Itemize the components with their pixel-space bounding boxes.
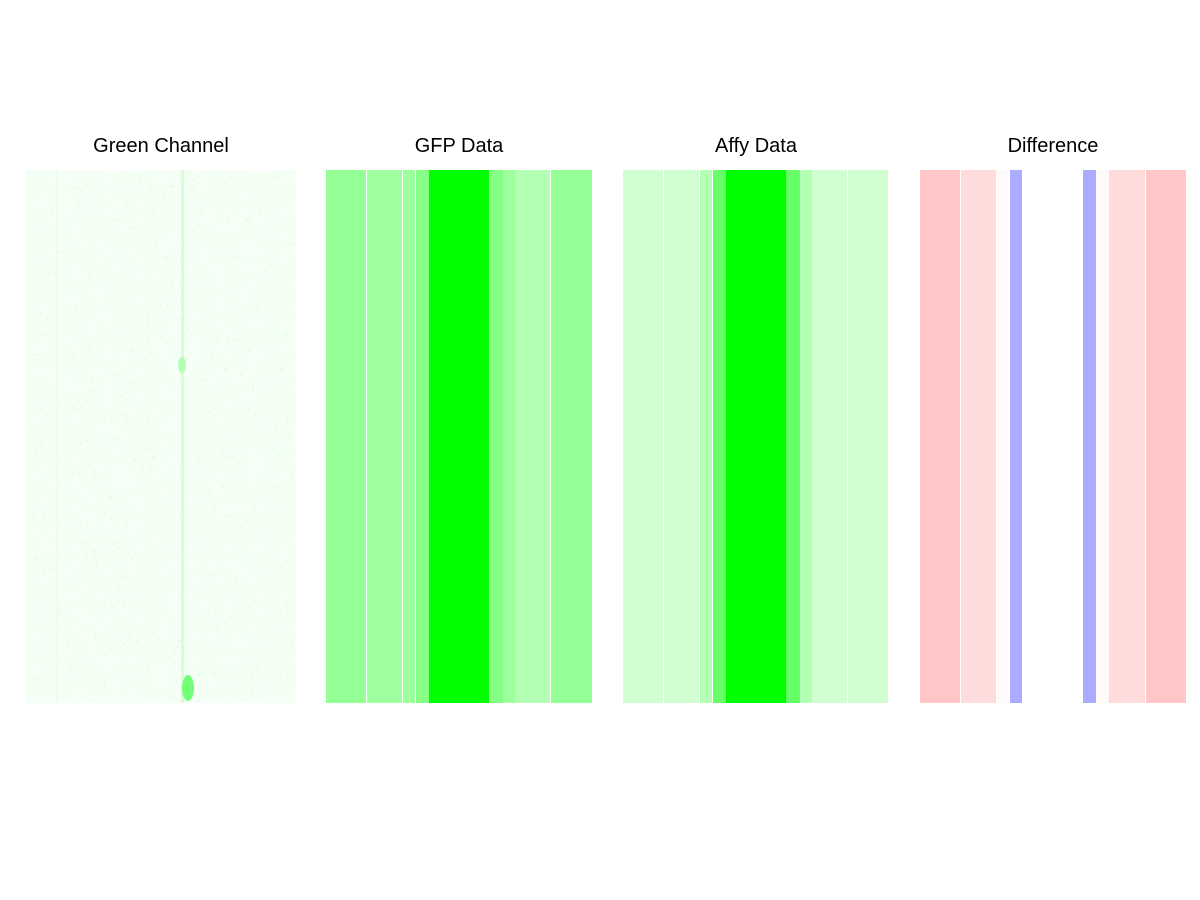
green-channel-streak-1: [181, 170, 184, 703]
green-channel-streak-2: [56, 170, 58, 703]
gfp-data-svg: [326, 170, 592, 703]
gfp-data-column-7: [503, 170, 515, 703]
difference-column-6: [1083, 170, 1096, 703]
difference-column-4: [1010, 170, 1022, 703]
difference-svg: [920, 170, 1186, 703]
gfp-data-column-8: [515, 170, 550, 703]
affy-data-column-3: [700, 170, 712, 703]
difference-column-2: [961, 170, 996, 703]
difference-column-5: [1022, 170, 1083, 703]
gfp-data-column-1: [326, 170, 366, 703]
gfp-data-heatmap: [326, 170, 592, 703]
difference-column-1: [920, 170, 960, 703]
affy-data-column-6: [786, 170, 800, 703]
green-channel-streak-4: [271, 170, 273, 703]
affy-data-svg: [623, 170, 888, 703]
gfp-data-column-3: [403, 170, 415, 703]
green-channel-speckle: [26, 170, 296, 702]
gfp-data-column-9: [551, 170, 592, 703]
affy-data-column-2: [664, 170, 699, 703]
affy-data-column-7: [800, 170, 812, 703]
affy-data-column-9: [848, 170, 888, 703]
difference-column-3: [997, 170, 1009, 703]
green-channel-streak-3: [148, 170, 150, 703]
affy-data-column-5: [726, 170, 786, 703]
difference-column-9: [1146, 170, 1186, 703]
gfp-data-column-2: [367, 170, 402, 703]
panel-title-difference: Difference: [1007, 135, 1099, 157]
green-channel-mid-spot: [178, 357, 186, 373]
difference-heatmap: [920, 170, 1186, 703]
affy-data-column-8: [812, 170, 847, 703]
gfp-data-column-5: [429, 170, 489, 703]
green-channel-bright-spot: [182, 675, 194, 701]
gfp-data-column-4: [416, 170, 429, 703]
panel-title-affy-data: Affy Data: [715, 135, 797, 157]
affy-data-heatmap: [623, 170, 888, 703]
green-channel-background: [26, 170, 296, 703]
difference-column-7: [1096, 170, 1109, 703]
green-channel-image: [26, 170, 296, 703]
panel-title-green-channel: Green Channel: [93, 135, 229, 157]
green-channel-svg: [26, 170, 296, 703]
gfp-data-column-6: [489, 170, 503, 703]
panel-title-gfp-data: GFP Data: [414, 135, 504, 157]
difference-column-8: [1109, 170, 1145, 703]
affy-data-column-4: [713, 170, 726, 703]
green-channel-streak-5: [106, 170, 108, 703]
affy-data-column-1: [623, 170, 663, 703]
